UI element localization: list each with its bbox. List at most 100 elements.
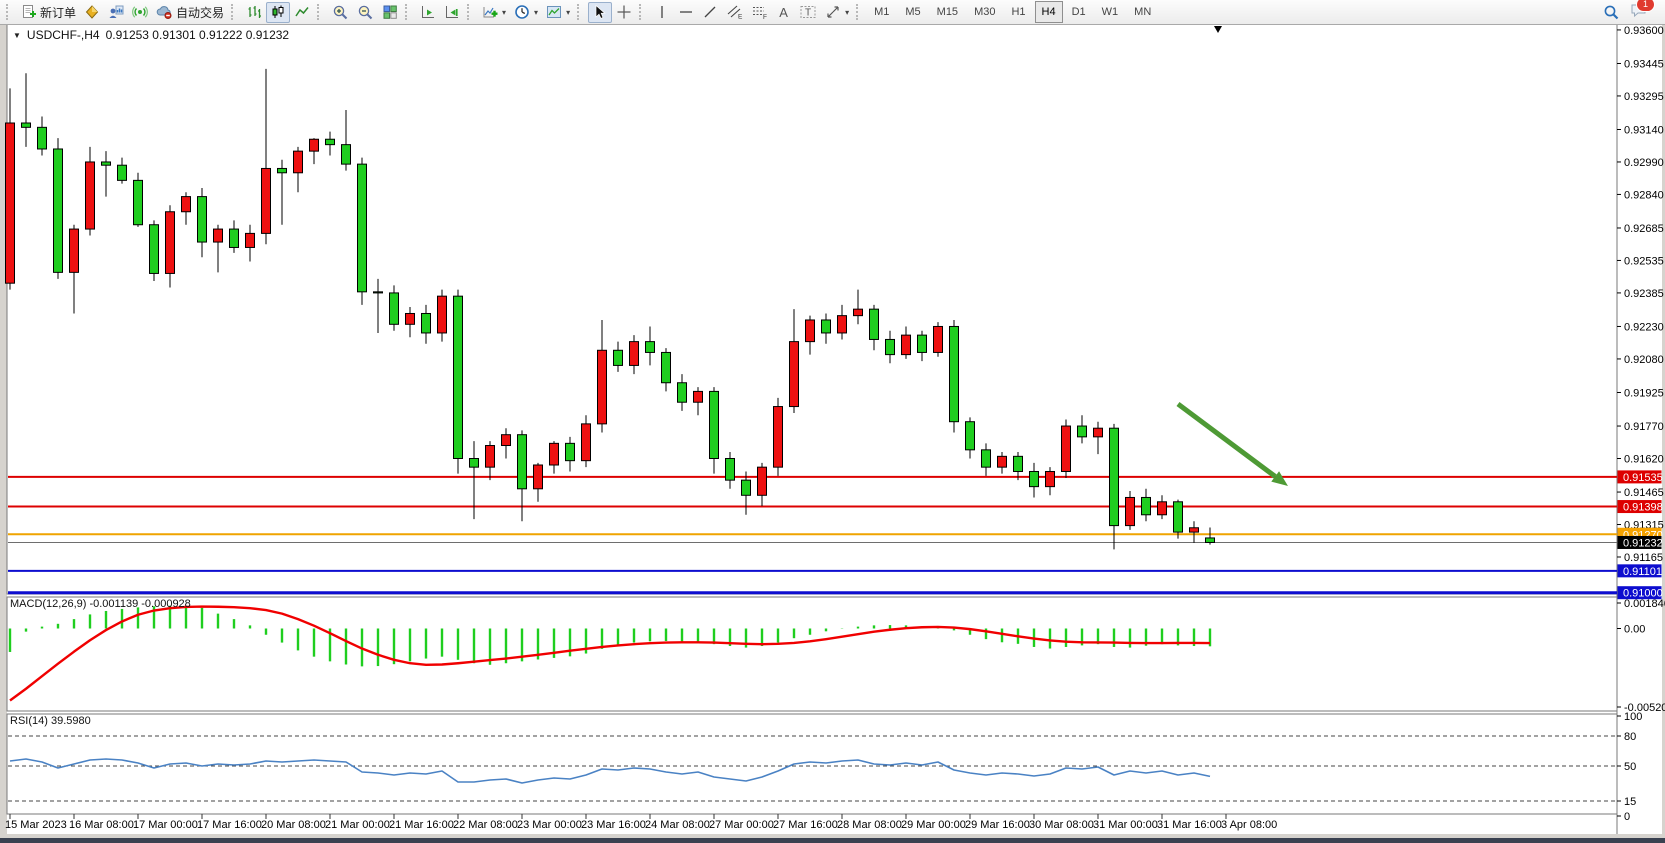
cursor-tool-button[interactable] <box>588 1 613 23</box>
trendline-tool-button[interactable] <box>698 2 722 23</box>
candle-body <box>37 126 47 150</box>
candle-body <box>933 325 943 353</box>
candle-body <box>1045 470 1055 488</box>
chart-shift-icon <box>444 4 460 20</box>
candle-body <box>69 228 79 273</box>
trend-arrow-annotation[interactable] <box>1176 401 1288 486</box>
candle-body <box>309 138 319 152</box>
candle-body <box>277 167 287 174</box>
text-tool-button[interactable]: A <box>772 2 795 23</box>
auto-scroll-button[interactable] <box>416 2 440 23</box>
candle-body <box>565 442 575 462</box>
candle-body <box>165 211 175 274</box>
timeframe-button-h4[interactable]: H4 <box>1034 1 1063 23</box>
candle-body <box>1141 496 1151 516</box>
candle-body <box>85 161 95 230</box>
broadcast-icon <box>132 4 148 20</box>
zoom-out-icon <box>357 4 374 21</box>
timeframe-button-w1[interactable]: W1 <box>1101 6 1119 18</box>
candle-body <box>725 458 735 481</box>
arrows-tool-button[interactable]: ▾ <box>821 2 853 23</box>
candle-body <box>421 312 431 334</box>
vertical-line-tool-button[interactable] <box>650 2 674 23</box>
price-tick-label: 0.91620 <box>1624 454 1664 466</box>
timeframe-button-m5[interactable]: M5 <box>905 6 921 18</box>
price-tick-label: 0.91770 <box>1624 421 1664 433</box>
zoom-out-button[interactable] <box>353 2 378 23</box>
candle-body <box>325 138 335 146</box>
chart-shift-button[interactable] <box>440 2 464 23</box>
rsi-level-label: 50 <box>1624 761 1636 773</box>
price-tick-label: 0.91465 <box>1624 487 1664 499</box>
candlestick-mode-button[interactable] <box>266 1 291 23</box>
time-tick-label: 29 Mar 00:00 <box>901 819 966 831</box>
market-watch-button[interactable] <box>80 2 104 23</box>
candle-body <box>469 458 479 468</box>
fibonacci-tool-button[interactable]: F <box>747 2 772 23</box>
candle-body <box>485 445 495 468</box>
candle-body <box>709 390 719 460</box>
collapse-triangle-icon[interactable]: ▼ <box>13 31 21 40</box>
candle-body <box>901 334 911 356</box>
line-chart-mode-button[interactable] <box>290 2 314 23</box>
candle-body <box>341 144 351 165</box>
time-tick-label: 29 Mar 16:00 <box>965 819 1030 831</box>
candle-body <box>5 122 15 284</box>
data-window-button[interactable] <box>104 2 128 23</box>
price-tick-label: 0.92230 <box>1624 321 1664 333</box>
tile-windows-button[interactable] <box>378 2 402 23</box>
candle-body <box>1061 425 1071 472</box>
candle-body <box>1125 496 1135 527</box>
templates-button[interactable]: ▾ <box>542 2 574 23</box>
indicators-icon <box>482 4 498 20</box>
candle-body <box>197 196 207 243</box>
rsi-indicator-label: RSI(14) 39.5980 <box>10 715 91 727</box>
signals-button[interactable] <box>128 2 152 23</box>
dropdown-arrow-icon: ▾ <box>845 7 850 17</box>
time-tick-label: 21 Mar 00:00 <box>325 819 390 831</box>
timeframe-button-m15[interactable]: M15 <box>936 6 959 18</box>
candle-body <box>1077 425 1087 438</box>
rsi-level-label: 80 <box>1624 731 1636 743</box>
horizontal-line-tool-button[interactable] <box>674 2 698 23</box>
candle-body <box>805 319 815 343</box>
periods-button[interactable]: ▾ <box>510 2 542 23</box>
timeframe-button-m30[interactable]: M30 <box>974 6 996 18</box>
clock-icon <box>514 4 530 20</box>
bar-chart-mode-button[interactable] <box>242 2 266 23</box>
timeframe-button-mn[interactable]: MN <box>1134 6 1152 18</box>
timeframe-button-h1[interactable]: H1 <box>1011 6 1026 18</box>
candle-body <box>597 349 607 425</box>
text-label-tool-button[interactable]: T <box>795 2 821 23</box>
candle-body <box>789 341 799 408</box>
candle-body <box>101 161 111 166</box>
price-tick-label: 0.93600 <box>1624 25 1664 37</box>
toolbar-right: 1 <box>1603 0 1662 23</box>
chart-background <box>7 24 1662 834</box>
toolbar-grip <box>405 4 411 20</box>
price-flag <box>1617 500 1662 514</box>
candle-body <box>1205 537 1215 543</box>
time-tick-label: 31 Mar 16:00 <box>1157 819 1222 831</box>
timeframe-button-d1[interactable]: D1 <box>1071 6 1086 18</box>
candle-body <box>853 308 863 317</box>
timeframe-button-m1[interactable]: M1 <box>874 6 890 18</box>
time-tick-label: 24 Mar 08:00 <box>645 819 710 831</box>
candlestick-icon <box>270 4 286 20</box>
crosshair-tool-button[interactable] <box>612 2 636 23</box>
arrows-icon <box>825 4 841 20</box>
candle-body <box>837 315 847 334</box>
autotrading-button[interactable]: 自动交易 <box>152 2 228 23</box>
price-flag-label: 0.91232 <box>1623 537 1663 549</box>
price-flag <box>1617 564 1662 578</box>
candle-body <box>773 406 783 468</box>
candle-body <box>437 295 447 334</box>
autotrading-label: 自动交易 <box>176 5 225 20</box>
indicators-button[interactable]: ▾ <box>478 2 510 23</box>
channel-tool-button[interactable]: E <box>722 2 747 23</box>
new-order-button[interactable]: 新订单 <box>17 2 80 23</box>
search-icon[interactable] <box>1603 4 1620 21</box>
zoom-in-button[interactable] <box>328 2 353 23</box>
notifications-button[interactable]: 1 <box>1630 0 1655 23</box>
